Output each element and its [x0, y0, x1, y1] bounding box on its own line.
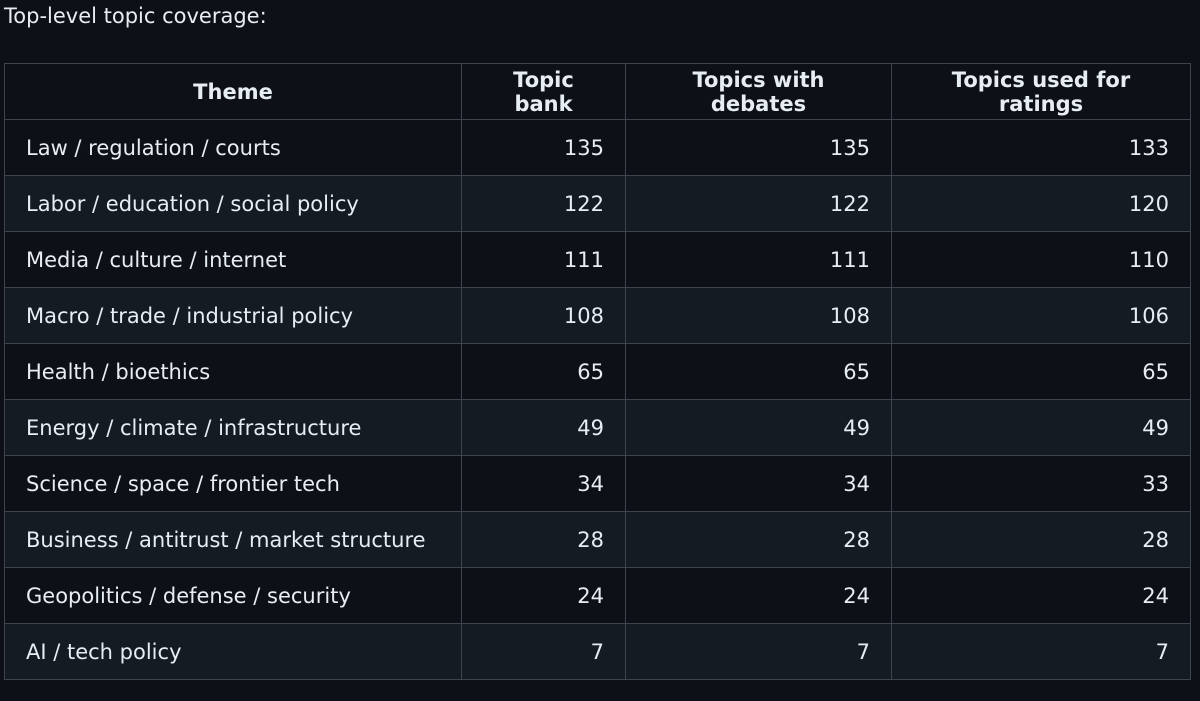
count-cell: 135 [461, 119, 626, 176]
topic-table: Theme Topic bank Topics with debates Topics… [4, 63, 1191, 680]
column-header: Topics used for ratings [891, 63, 1191, 120]
count-cell: 111 [625, 231, 892, 288]
table-row: Law / regulation / courts 135 135 133 [4, 119, 1191, 176]
count-cell: 24 [461, 567, 626, 624]
count-cell: 24 [625, 567, 892, 624]
count-cell: 65 [891, 343, 1191, 400]
count-cell: 65 [625, 343, 892, 400]
theme-cell: Labor / education / social policy [4, 175, 462, 232]
count-cell: 65 [461, 343, 626, 400]
theme-cell: Health / bioethics [4, 343, 462, 400]
table-row: Business / antitrust / market structure 2… [4, 511, 1191, 568]
count-cell: 28 [461, 511, 626, 568]
column-header: Topics with debates [625, 63, 892, 120]
count-cell: 49 [891, 399, 1191, 456]
theme-cell: Science / space / frontier tech [4, 455, 462, 512]
theme-cell: Macro / trade / industrial policy [4, 287, 462, 344]
count-cell: 133 [891, 119, 1191, 176]
table-row: Labor / education / social policy 122 122 1… [4, 175, 1191, 232]
count-cell: 106 [891, 287, 1191, 344]
count-cell: 49 [461, 399, 626, 456]
theme-cell: Energy / climate / infrastructure [4, 399, 462, 456]
count-cell: 7 [625, 623, 892, 680]
table-row: Geopolitics / defense / security 24 24 24 [4, 567, 1191, 624]
table-row: Health / bioethics 65 65 65 [4, 343, 1191, 400]
count-cell: 110 [891, 231, 1191, 288]
count-cell: 120 [891, 175, 1191, 232]
table-row: Science / space / frontier tech 34 34 33 [4, 455, 1191, 512]
count-cell: 49 [625, 399, 892, 456]
table-row: Energy / climate / infrastructure 49 49 49 [4, 399, 1191, 456]
table-row: Media / culture / internet 111 111 110 [4, 231, 1191, 288]
theme-cell: Law / regulation / courts [4, 119, 462, 176]
heading: Top-level topic coverage: [4, 4, 267, 28]
theme-cell: Media / culture / internet [4, 231, 462, 288]
count-cell: 135 [625, 119, 892, 176]
count-cell: 34 [461, 455, 626, 512]
count-cell: 28 [625, 511, 892, 568]
count-cell: 28 [891, 511, 1191, 568]
theme-cell: Geopolitics / defense / security [4, 567, 462, 624]
column-header: Topic bank [461, 63, 626, 120]
count-cell: 108 [461, 287, 626, 344]
count-cell: 111 [461, 231, 626, 288]
count-cell: 122 [461, 175, 626, 232]
count-cell: 7 [891, 623, 1191, 680]
count-cell: 34 [625, 455, 892, 512]
count-cell: 24 [891, 567, 1191, 624]
theme-cell: Business / antitrust / market structure [4, 511, 462, 568]
count-cell: 108 [625, 287, 892, 344]
table-row: Macro / trade / industrial policy 108 108 1… [4, 287, 1191, 344]
count-cell: 33 [891, 455, 1191, 512]
count-cell: 122 [625, 175, 892, 232]
header-row: Theme Topic bank Topics with debates Topics… [4, 63, 1191, 120]
table-row: AI / tech policy 7 7 7 [4, 623, 1191, 680]
column-header: Theme [4, 63, 462, 120]
count-cell: 7 [461, 623, 626, 680]
table-body: Law / regulation / courts 135 135 133 Labor … [4, 119, 1191, 680]
theme-cell: AI / tech policy [4, 623, 462, 680]
